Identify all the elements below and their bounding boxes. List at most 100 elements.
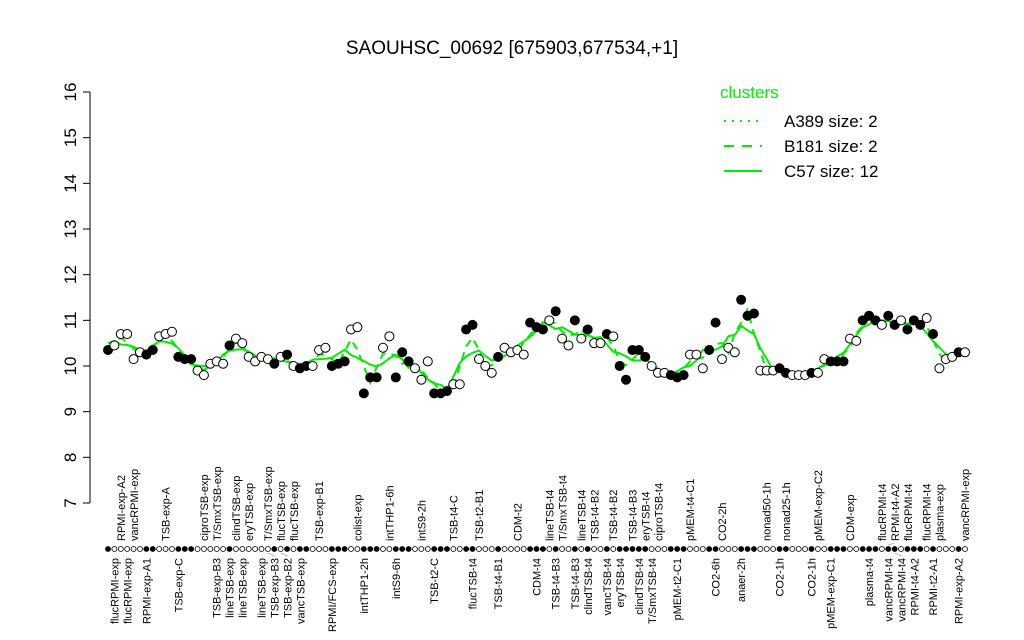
rug-mark xyxy=(348,546,354,552)
rug-mark xyxy=(444,546,450,552)
rug-mark xyxy=(309,546,316,552)
rug-mark xyxy=(482,546,489,552)
data-point xyxy=(576,333,587,344)
x-label-bottom: vancRPMI-t4 xyxy=(896,558,908,622)
data-points xyxy=(103,294,970,399)
x-label-bottom: vancTSB-exp xyxy=(295,558,307,624)
x-label-bottom: TSB-exp-B2 xyxy=(282,558,294,618)
x-label-bottom: intS9-6h xyxy=(391,558,403,599)
rug-mark xyxy=(194,546,201,552)
rug-mark xyxy=(661,546,668,552)
rug-mark xyxy=(341,546,348,552)
x-label-top: pMEM-exp-C2 xyxy=(813,470,825,541)
data-point xyxy=(921,313,932,324)
x-label-bottom: plasma-t4 xyxy=(864,558,876,606)
rug-mark xyxy=(316,546,322,552)
rug-mark xyxy=(667,546,674,552)
rug-mark xyxy=(360,546,367,552)
data-point xyxy=(934,363,945,374)
rug-mark xyxy=(175,546,182,552)
data-point xyxy=(320,342,331,353)
rug-mark xyxy=(859,546,866,552)
x-label-bottom: RPMI-exp-A1 xyxy=(141,558,153,624)
rug-mark xyxy=(322,546,329,552)
y-tick-label: 14 xyxy=(61,174,80,193)
rug-mark xyxy=(802,546,809,552)
rug-mark xyxy=(520,546,527,552)
data-point xyxy=(109,340,120,351)
x-label-bottom: TSB-exp-C xyxy=(173,558,185,612)
data-point xyxy=(378,342,389,353)
y-tick-label: 10 xyxy=(61,357,80,376)
x-label-bottom: TSB-t4-B3 xyxy=(570,558,582,609)
rug-mark xyxy=(866,546,872,552)
x-label-top: RPMI-t4-A2 xyxy=(890,484,902,541)
data-point xyxy=(557,333,568,344)
rug-mark xyxy=(277,546,284,552)
rug-mark xyxy=(795,546,802,552)
rug-mark xyxy=(367,546,374,552)
rug-mark xyxy=(405,546,412,552)
rug-mark xyxy=(603,546,610,552)
rug-mark xyxy=(623,546,629,552)
data-point xyxy=(640,351,651,362)
data-point xyxy=(729,347,740,358)
rug-mark xyxy=(392,546,399,552)
rug-mark xyxy=(846,546,853,552)
rug-mark xyxy=(610,546,617,552)
x-label-top: pMEM-t4-C1 xyxy=(685,479,697,541)
rug-mark xyxy=(635,546,642,552)
x-label-top: TSB-t4-B2 xyxy=(589,490,601,541)
x-label-top: vancRPMI-exp xyxy=(129,469,141,541)
y-tick-label: 8 xyxy=(61,453,80,462)
data-point xyxy=(704,345,715,356)
x-label-top: flucRPMI-t4 xyxy=(922,484,934,541)
data-point xyxy=(614,361,625,371)
rug-mark xyxy=(789,546,796,552)
data-point xyxy=(582,324,593,335)
rug-mark xyxy=(328,546,335,552)
rug-mark xyxy=(815,546,821,552)
rug-mark xyxy=(591,546,597,552)
rug-mark xyxy=(942,546,949,552)
x-label-bottom: clindTSB-t4 xyxy=(583,558,595,615)
x-label-leader xyxy=(267,552,275,557)
rug-mark xyxy=(488,546,495,552)
rug-mark xyxy=(571,546,578,552)
data-point xyxy=(269,358,280,369)
data-point xyxy=(678,370,689,381)
rug-mark xyxy=(962,546,968,552)
rug-mark xyxy=(264,546,271,552)
rug-mark xyxy=(463,546,470,552)
rug-mark xyxy=(169,546,175,552)
rug-mark xyxy=(834,546,840,552)
data-point xyxy=(147,345,158,356)
x-label-bottom: TSB-t2-C xyxy=(429,558,441,604)
data-point xyxy=(416,374,427,385)
rug-mark xyxy=(616,546,623,552)
x-label-top: TSB-t2-B1 xyxy=(474,490,486,541)
rug-mark xyxy=(181,546,188,552)
x-label-top: CDM-t2 xyxy=(512,503,524,541)
data-point xyxy=(403,356,414,367)
rug-mark xyxy=(354,546,361,552)
rug-mark xyxy=(233,546,239,552)
x-label-bottom: vancRPMI-t4 xyxy=(883,558,895,622)
rug-mark xyxy=(412,546,418,552)
data-point xyxy=(358,388,369,399)
rug-mark xyxy=(111,546,118,552)
rug-mark xyxy=(731,546,738,552)
rug-mark xyxy=(955,546,962,552)
rug-mark xyxy=(642,546,649,552)
rug-mark xyxy=(719,546,725,552)
rug-mark xyxy=(380,546,386,552)
x-label-top: T/SmxTSB-exp xyxy=(212,466,224,541)
data-point xyxy=(352,322,363,333)
x-label-bottom: pMEM-t2-C1 xyxy=(672,558,684,620)
x-label-bottom: lineTSB-exp xyxy=(238,558,250,618)
data-point xyxy=(550,306,561,317)
rug-mark xyxy=(373,546,380,552)
x-label-bottom: CO2-6h xyxy=(711,558,723,597)
rug-mark xyxy=(284,546,290,552)
rug-mark xyxy=(584,546,591,552)
